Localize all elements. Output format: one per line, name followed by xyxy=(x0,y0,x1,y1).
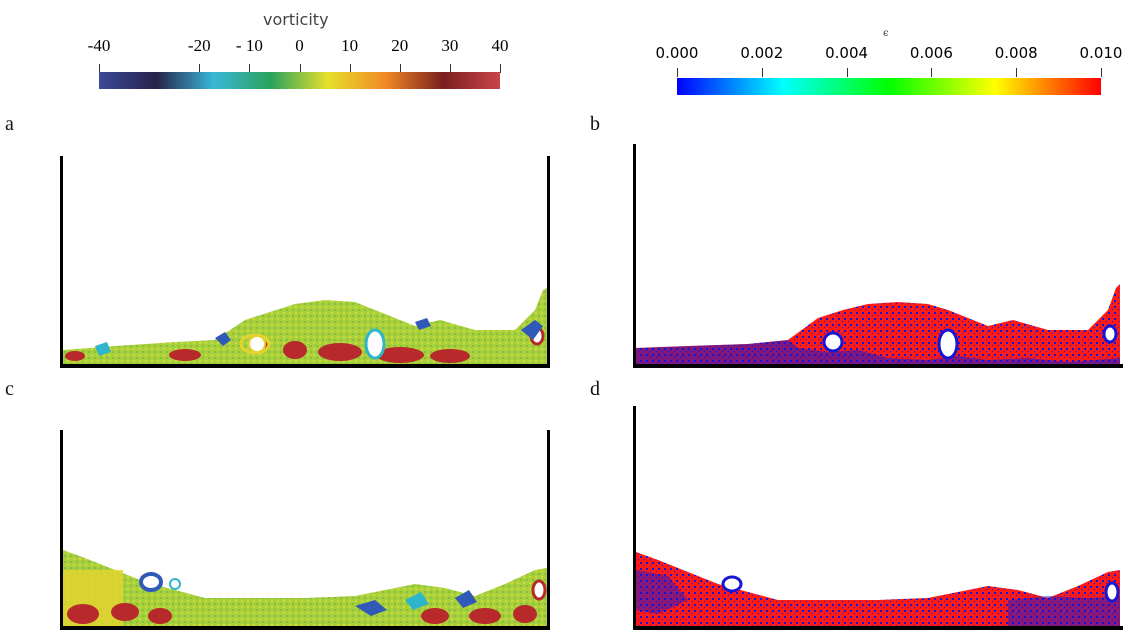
vorticity-colorbar: vorticity -40 -20 - 10 0 10 20 30 40 xyxy=(60,0,560,105)
vorticity-tick-mark xyxy=(199,64,201,73)
panel-d-epsilon-field xyxy=(628,400,1128,630)
epsilon-gradient xyxy=(677,78,1101,95)
vorticity-tick-mark xyxy=(99,64,100,73)
epsilon-tick-mark xyxy=(846,68,848,77)
epsilon-tick-label: 0.006 xyxy=(909,44,953,62)
vorticity-tick-mark xyxy=(299,64,301,73)
epsilon-tick-label: 0.000 xyxy=(655,44,699,62)
vorticity-tick-label: - 10 xyxy=(235,36,263,55)
vorticity-tick-label: -20 xyxy=(187,36,211,55)
epsilon-tick-mark xyxy=(1016,68,1018,77)
vorticity-tick-label: 0 xyxy=(295,36,304,55)
vorticity-tick-label: 30 xyxy=(441,36,459,55)
vorticity-tick-label: 20 xyxy=(391,36,409,55)
vorticity-tick-label: 10 xyxy=(341,36,359,55)
epsilon-colorbar: ϵ 0.000 0.002 0.004 0.006 0.008 0.010 xyxy=(620,0,1123,105)
epsilon-tick-mark xyxy=(677,68,678,77)
epsilon-tick-mark xyxy=(761,68,763,77)
epsilon-tick-mark xyxy=(1101,68,1102,77)
panel-c-vorticity-field xyxy=(55,420,555,630)
vorticity-tick-mark xyxy=(399,64,401,73)
epsilon-tick-label: 0.010 xyxy=(1079,44,1123,62)
panel-label-a: a xyxy=(5,113,14,135)
panel-b-epsilon-field xyxy=(628,138,1128,372)
epsilon-tick-label: 0.004 xyxy=(825,44,869,62)
epsilon-colorbar-title: ϵ xyxy=(883,28,889,39)
panel-a-vorticity-field xyxy=(55,150,555,372)
vorticity-gradient xyxy=(99,72,500,89)
vorticity-tick-mark xyxy=(500,64,501,73)
vorticity-tick-mark xyxy=(249,64,251,73)
vorticity-tick-mark xyxy=(449,64,451,73)
vorticity-tick-label: -40 xyxy=(87,36,111,55)
epsilon-tick-label: 0.008 xyxy=(994,44,1038,62)
vorticity-colorbar-title: vorticity xyxy=(263,10,329,29)
epsilon-tick-label: 0.002 xyxy=(740,44,784,62)
panel-label-c: c xyxy=(5,378,14,400)
vorticity-tick-label: 40 xyxy=(491,36,509,55)
epsilon-tick-mark xyxy=(931,68,933,77)
vorticity-tick-mark xyxy=(349,64,351,73)
panel-label-d: d xyxy=(590,378,600,400)
panel-label-b: b xyxy=(590,113,600,135)
